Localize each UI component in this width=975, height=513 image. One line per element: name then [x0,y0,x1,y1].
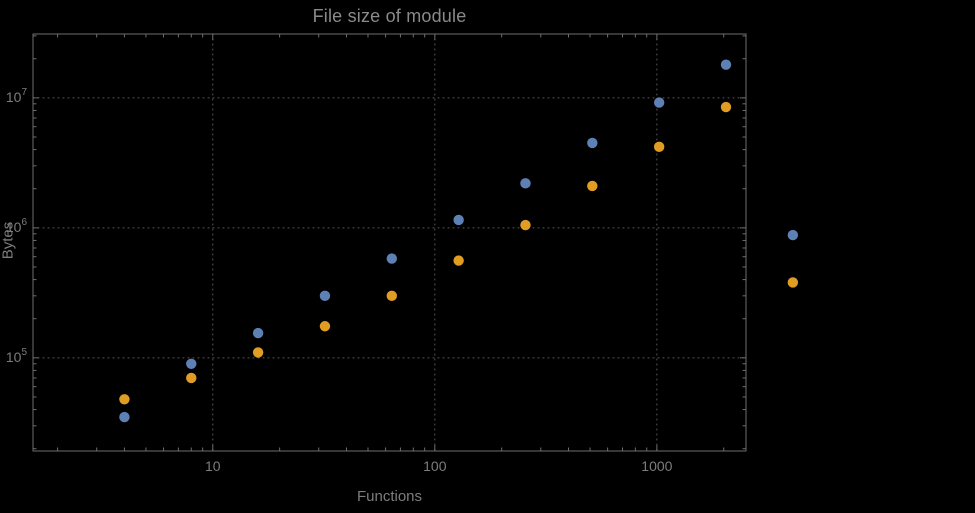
x-tick-label: 100 [423,458,447,474]
data-point-series-blue [720,59,732,70]
data-point-series-blue [520,178,531,189]
data-point-series-orange [386,290,397,302]
data-point-series-blue [186,358,197,369]
data-point-series-orange [186,372,197,384]
chart-title: File size of module [312,6,467,26]
data-point-series-blue [587,137,598,149]
data-point-series-blue [252,327,264,339]
data-point-series-blue [787,229,799,241]
data-point-series-orange [453,255,464,266]
data-point-series-blue [386,253,397,264]
plot-frame [32,33,747,452]
x-axis-label: Functions [356,488,423,505]
data-point-series-orange [252,347,264,358]
y-tick-label: 106 [6,217,28,235]
data-point-series-blue [119,411,130,423]
data-point-series-orange [119,394,130,405]
x-tick-label: 1000 [641,458,672,474]
y-axis-label: Bytes [0,221,17,260]
data-point-series-orange [520,219,531,231]
data-point-series-blue [653,97,665,108]
y-tick-label: 107 [6,87,28,105]
x-tick-label: 10 [205,458,221,474]
data-point-series-orange [720,101,732,113]
data-point-series-orange [587,180,598,192]
data-point-series-orange [787,277,799,288]
y-tick-label: 105 [6,347,28,365]
data-point-series-orange [319,321,331,332]
data-point-series-orange [653,141,665,153]
data-point-series-blue [453,214,464,226]
data-point-series-blue [319,290,331,302]
